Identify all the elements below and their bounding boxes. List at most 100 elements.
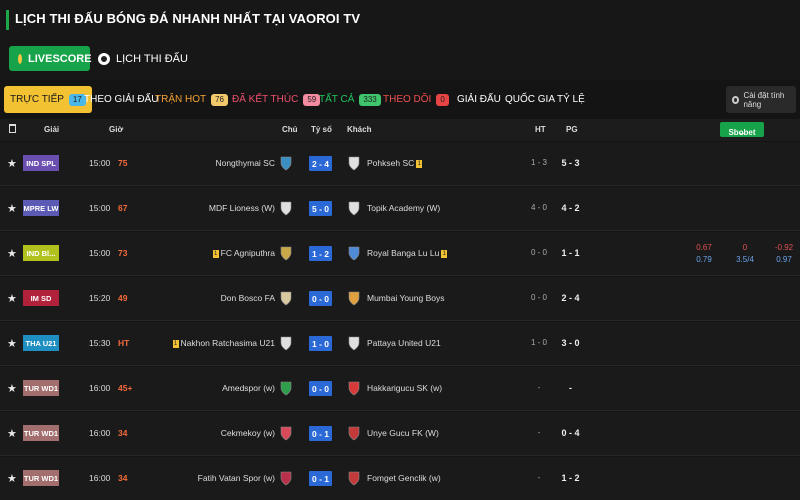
away-team[interactable]: Topik Academy (W) xyxy=(367,203,440,213)
livescore-button[interactable]: LIVESCORE xyxy=(9,46,92,71)
table-row[interactable]: ★ TUR WD1 16:00 34 Cekmekoy (w) 0 - 1 Unye Guc… xyxy=(0,412,800,456)
chevron-down-icon: ⌄ xyxy=(738,128,746,137)
bookmaker-select[interactable]: Sbobet ⌄ xyxy=(720,122,764,137)
settings-button[interactable]: Cài đặt tính năng xyxy=(726,86,796,113)
score-badge[interactable]: 0 - 0 xyxy=(309,291,332,306)
home-team-logo-icon xyxy=(280,381,292,396)
away-team[interactable]: Hakkarigucu SK (w) xyxy=(367,383,442,393)
league-badge[interactable]: TUR WD1 xyxy=(23,380,59,396)
home-team[interactable]: Don Bosco FA xyxy=(221,293,275,303)
away-team-logo-icon xyxy=(348,156,360,171)
odds-bottom: 0.97 xyxy=(776,255,792,264)
filter-tab-6[interactable]: GIẢI ĐẤU xyxy=(457,86,501,113)
kickoff-time: 16:00 xyxy=(89,428,111,438)
favorite-star-icon[interactable]: ★ xyxy=(7,293,17,305)
filter-tab-2[interactable]: TRẬN HOT 76 xyxy=(155,86,229,113)
score-badge[interactable]: 0 - 0 xyxy=(309,381,332,396)
table-row[interactable]: ★ IND SPL 15:00 75 Nongthymai SC 2 - 4 Pohkseh… xyxy=(0,142,800,186)
odds-cell[interactable]: 0 3.5/4 xyxy=(733,242,757,266)
league-badge[interactable]: TUR WD1 xyxy=(23,470,59,486)
col-ft: PG xyxy=(566,125,578,134)
league-badge[interactable]: MPRE LW xyxy=(23,200,59,216)
league-badge[interactable]: THA U21 xyxy=(23,335,59,351)
league-badge[interactable]: TUR WD1 xyxy=(23,425,59,441)
score-badge[interactable]: 1 - 0 xyxy=(309,336,332,351)
halftime-score: 1 - 0 xyxy=(530,338,547,347)
corner-score: - xyxy=(569,383,572,393)
schedule-button[interactable]: LỊCH THI ĐẤU xyxy=(98,46,188,71)
away-team-name: Royal Banga Lu Lu xyxy=(367,248,440,258)
home-team[interactable]: Cekmekoy (w) xyxy=(221,428,275,438)
favorite-star-icon[interactable]: ★ xyxy=(7,473,17,485)
title-accent xyxy=(6,10,9,30)
score-badge[interactable]: 0 - 1 xyxy=(309,471,332,486)
away-team[interactable]: Royal Banga Lu Lu 1 xyxy=(367,248,449,258)
filter-tab-7[interactable]: QUỐC GIA xyxy=(505,86,555,113)
home-team[interactable]: Fatih Vatan Spor (w) xyxy=(198,473,275,483)
col-ht: HT xyxy=(535,125,546,134)
home-team-name: Cekmekoy (w) xyxy=(220,428,275,438)
mode-row: LIVESCORE LỊCH THI ĐẤU xyxy=(0,40,800,80)
favorite-star-icon[interactable]: ★ xyxy=(7,383,17,395)
col-time: Giờ xyxy=(109,125,124,134)
away-team[interactable]: Pattaya United U21 xyxy=(367,338,441,348)
score-badge[interactable]: 5 - 0 xyxy=(309,201,332,216)
filter-tab-0[interactable]: TRỰC TIẾP 17 xyxy=(4,86,92,113)
col-score: Tỷ số xyxy=(311,125,332,134)
home-team-name: Nongthymai SC xyxy=(215,158,275,168)
home-team[interactable]: MDF Lioness (W) xyxy=(209,203,275,213)
score-badge[interactable]: 1 - 2 xyxy=(309,246,332,261)
table-row[interactable]: ★ MPRE LW 15:00 67 MDF Lioness (W) 5 - 0 Topik… xyxy=(0,187,800,231)
away-team[interactable]: Unye Gucu FK (W) xyxy=(367,428,439,438)
filter-tab-4[interactable]: TẤT CẢ 333 xyxy=(319,86,381,113)
odds-top: 0.67 xyxy=(696,243,712,252)
favorite-star-icon[interactable]: ★ xyxy=(7,338,17,350)
away-team[interactable]: Pohkseh SC 1 xyxy=(367,158,424,168)
table-row[interactable]: ★ THA U21 15:30 HT 1 Nakhon Ratchasima U21 1 -… xyxy=(0,322,800,366)
corner-score: 1 - 2 xyxy=(561,473,580,483)
filter-tab-3[interactable]: ĐÃ KẾT THÚC 59 xyxy=(232,86,321,113)
score-badge[interactable]: 0 - 1 xyxy=(309,426,332,441)
filter-tab-label: ĐÃ KẾT THÚC xyxy=(232,94,299,105)
filter-tab-label: TRẬN HOT xyxy=(155,94,207,105)
favorite-star-icon[interactable]: ★ xyxy=(7,428,17,440)
table-row[interactable]: ★ TUR WD1 16:00 45+ Amedspor (w) 0 - 0 Hakkari… xyxy=(0,367,800,411)
filter-tab-1[interactable]: THEO GIẢI ĐẤU xyxy=(84,86,158,113)
table-row[interactable]: ★ TUR WD1 16:00 34 Fatih Vatan Spor (w) 0 - 1… xyxy=(0,457,800,500)
favorite-star-icon[interactable]: ★ xyxy=(7,158,17,170)
away-team-name: Mumbai Young Boys xyxy=(367,293,445,303)
corner-score: 3 - 0 xyxy=(561,338,580,348)
yellow-card-icon: 1 xyxy=(212,249,219,258)
away-team-name: Topik Academy (W) xyxy=(367,203,441,213)
match-minute: 49 xyxy=(118,293,128,303)
home-team-name: Don Bosco FA xyxy=(220,293,275,303)
home-team[interactable]: 1 FC Agniputhra xyxy=(211,248,275,258)
away-team-logo-icon xyxy=(348,246,360,261)
filter-tab-5[interactable]: THEO DÕI 0 xyxy=(383,86,449,113)
home-team-logo-icon xyxy=(280,336,292,351)
league-badge[interactable]: IM SD xyxy=(23,290,59,306)
col-league: Giải xyxy=(44,125,60,134)
filter-tab-8[interactable]: TỶ LỆ xyxy=(557,86,585,113)
home-team[interactable]: Nongthymai SC xyxy=(215,158,275,168)
yellow-card-icon: 1 xyxy=(441,249,448,258)
home-team[interactable]: 1 Nakhon Ratchasima U21 xyxy=(171,338,275,348)
corner-score: 1 - 1 xyxy=(561,248,580,258)
home-team[interactable]: Amedspor (w) xyxy=(222,383,275,393)
soccer-ball-icon xyxy=(98,52,110,65)
table-row[interactable]: ★ IM SD 15:20 49 Don Bosco FA 0 - 0 Mumbai You… xyxy=(0,277,800,321)
odds-cell[interactable]: 0.67 0.79 xyxy=(692,242,716,266)
favorite-star-icon[interactable]: ★ xyxy=(7,203,17,215)
table-row[interactable]: ★ IND Bl... 15:00 73 1 FC Agniputhra 1 - 2 Roya… xyxy=(0,232,800,276)
favorite-star-icon[interactable]: ★ xyxy=(7,248,17,260)
match-minute: 67 xyxy=(118,203,128,213)
score-badge[interactable]: 2 - 4 xyxy=(309,156,332,171)
away-team[interactable]: Mumbai Young Boys xyxy=(367,293,445,303)
odds-cell[interactable]: -0.92 0.97 xyxy=(772,242,796,266)
league-badge[interactable]: IND Bl... xyxy=(23,245,59,261)
league-badge[interactable]: IND SPL xyxy=(23,155,59,171)
away-team[interactable]: Fomget Genclik (w) xyxy=(367,473,441,483)
away-team-name: Pohkseh SC xyxy=(367,158,415,168)
halftime-score: 4 - 0 xyxy=(530,203,547,212)
trash-icon[interactable] xyxy=(9,124,16,133)
